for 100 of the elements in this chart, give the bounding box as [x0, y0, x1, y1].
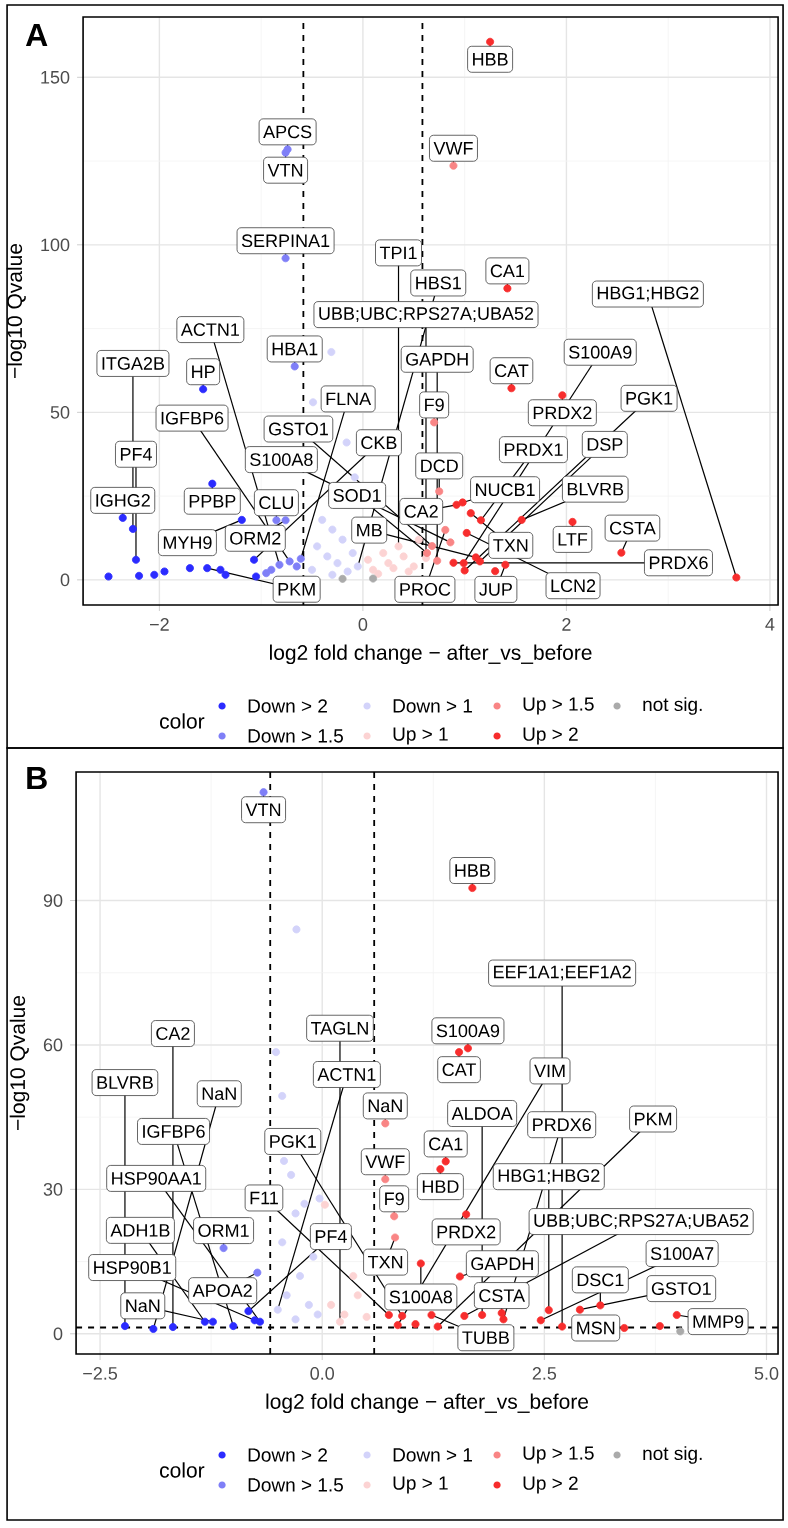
annotation: CA1	[429, 1137, 463, 1151]
annotation: S100A8	[389, 1290, 453, 1304]
annotation: HBG1;HBG2	[498, 1169, 600, 1185]
legend-label: Up > 2	[523, 1476, 578, 1494]
annotation: TUBB	[462, 1331, 509, 1345]
annotation: S100A8	[250, 453, 313, 466]
annotation: HSP90B1	[94, 1261, 171, 1274]
annotation: VWF	[365, 1155, 405, 1168]
annotation: CA2	[404, 505, 438, 518]
y-tick-label: 90	[43, 894, 63, 907]
annotation: HBD	[422, 1180, 459, 1193]
annotation: GAPDH	[406, 352, 468, 366]
x-axis-title: log2 fold change − after_vs_before	[269, 644, 592, 665]
annotation: VTN	[267, 163, 303, 177]
annotation: BLVRB	[97, 1076, 153, 1089]
annotation: VTN	[245, 803, 281, 816]
annotation: F9	[385, 1192, 404, 1206]
annotation: UBB;UBC;RPS27A;UBA52	[534, 1214, 749, 1229]
y-axis-title: −log10 Qvalue	[6, 243, 27, 378]
legend-title: color	[160, 1462, 205, 1478]
annotation: F9	[425, 398, 444, 412]
legend-label: Down > 1.5	[248, 1478, 343, 1492]
annotation: PGK1	[626, 391, 673, 405]
annotation: MMP9	[693, 1315, 744, 1328]
legend-label: Down > 1.5	[248, 729, 343, 743]
annotation: GSTO1	[651, 1282, 711, 1295]
annotation: MYH9	[163, 536, 212, 550]
annotation: ACTN1	[317, 1068, 376, 1081]
annotation: LTF	[558, 533, 588, 546]
annotation: VIM	[534, 1064, 565, 1078]
annotation: DSP	[587, 438, 623, 451]
y-tick-label: 150	[41, 70, 70, 84]
annotation: VWF	[433, 142, 473, 155]
legend-title: color	[160, 713, 205, 729]
legend-label: Up > 1.5	[523, 1446, 594, 1464]
annotation: NaN	[126, 1299, 160, 1313]
annotation: PPBP	[189, 495, 236, 508]
annotation: APOA2	[192, 1284, 252, 1298]
y-tick-label: 30	[43, 1182, 63, 1196]
annotation: PRDX6	[533, 1118, 591, 1132]
annotation: ORM2	[230, 531, 281, 545]
annotation: PGK1	[270, 1135, 316, 1148]
annotation: ALDOA	[451, 1107, 513, 1120]
legend-label: Down > 2	[248, 699, 327, 713]
x-tick-label: −2	[149, 618, 169, 631]
x-tick-label: −2.5	[83, 1367, 118, 1380]
annotation: NUCB1	[476, 483, 535, 497]
x-tick-label: 2	[562, 618, 571, 631]
annotation: DSC1	[577, 1273, 624, 1287]
annotation: ITGA2B	[102, 357, 164, 370]
annotation: TXN	[493, 539, 528, 552]
annotation: EEF1A1;EEF1A2	[494, 965, 631, 981]
annotation: ACTN1	[180, 323, 239, 336]
annotation: CSTA	[479, 1289, 525, 1302]
annotation: SERPINA1	[241, 234, 330, 248]
annotation: CKB	[361, 436, 397, 450]
annotation: S100A9	[436, 1024, 500, 1038]
annotation: PROC	[400, 582, 451, 596]
legend-label: not sig.	[643, 697, 702, 715]
annotation: PF4	[315, 1230, 347, 1243]
annotation: HBB	[473, 53, 508, 66]
annotation: PKM	[635, 1112, 672, 1126]
annotation: MSN	[577, 1321, 615, 1335]
annotation: LCN2	[551, 579, 596, 593]
annotation: IGHG2	[96, 494, 150, 507]
annotation: CA2	[156, 1027, 190, 1040]
x-tick-label: 0	[358, 618, 368, 631]
annotation: BLVRB	[567, 482, 624, 496]
annotation: CA1	[490, 264, 524, 278]
annotation: PRDX2	[533, 406, 592, 420]
legend-label: Up > 1	[393, 1476, 448, 1494]
annotation: ORM1	[198, 1224, 249, 1237]
annotation: CLU	[259, 496, 293, 510]
annotation: APCS	[263, 125, 312, 139]
annotation: HBB	[455, 864, 490, 877]
y-tick-label: 0	[60, 573, 70, 587]
annotation: CAT	[442, 1063, 476, 1077]
annotation: PRDX6	[649, 556, 708, 570]
annotation: HP	[192, 365, 215, 378]
y-tick-label: 0	[53, 1327, 63, 1341]
annotation: CAT	[495, 364, 529, 378]
legend-label: Up > 2	[523, 727, 578, 745]
annotation: FLNA	[326, 392, 372, 406]
y-axis-title: −log10 Qvalue	[9, 995, 30, 1130]
annotation: S100A7	[650, 1247, 714, 1260]
annotation: PRDX1	[504, 443, 563, 456]
x-tick-label: 2.5	[532, 1367, 557, 1380]
y-tick-label: 60	[43, 1038, 63, 1052]
annotation: HBS1	[416, 276, 461, 290]
annotation: NaN	[368, 1099, 402, 1113]
annotation: S100A9	[569, 345, 632, 359]
legend-label: Down > 1	[393, 1448, 472, 1462]
annotation: HBA1	[272, 342, 318, 356]
annotation: ADH1B	[110, 1224, 170, 1237]
x-tick-label: 0.0	[310, 1367, 334, 1380]
legend-label: Up > 1.5	[523, 697, 594, 715]
annotation: JUP	[479, 583, 512, 596]
annotation: TPI1	[379, 246, 417, 260]
annotation: GSTO1	[269, 422, 328, 436]
legend-label: not sig.	[643, 1446, 702, 1464]
